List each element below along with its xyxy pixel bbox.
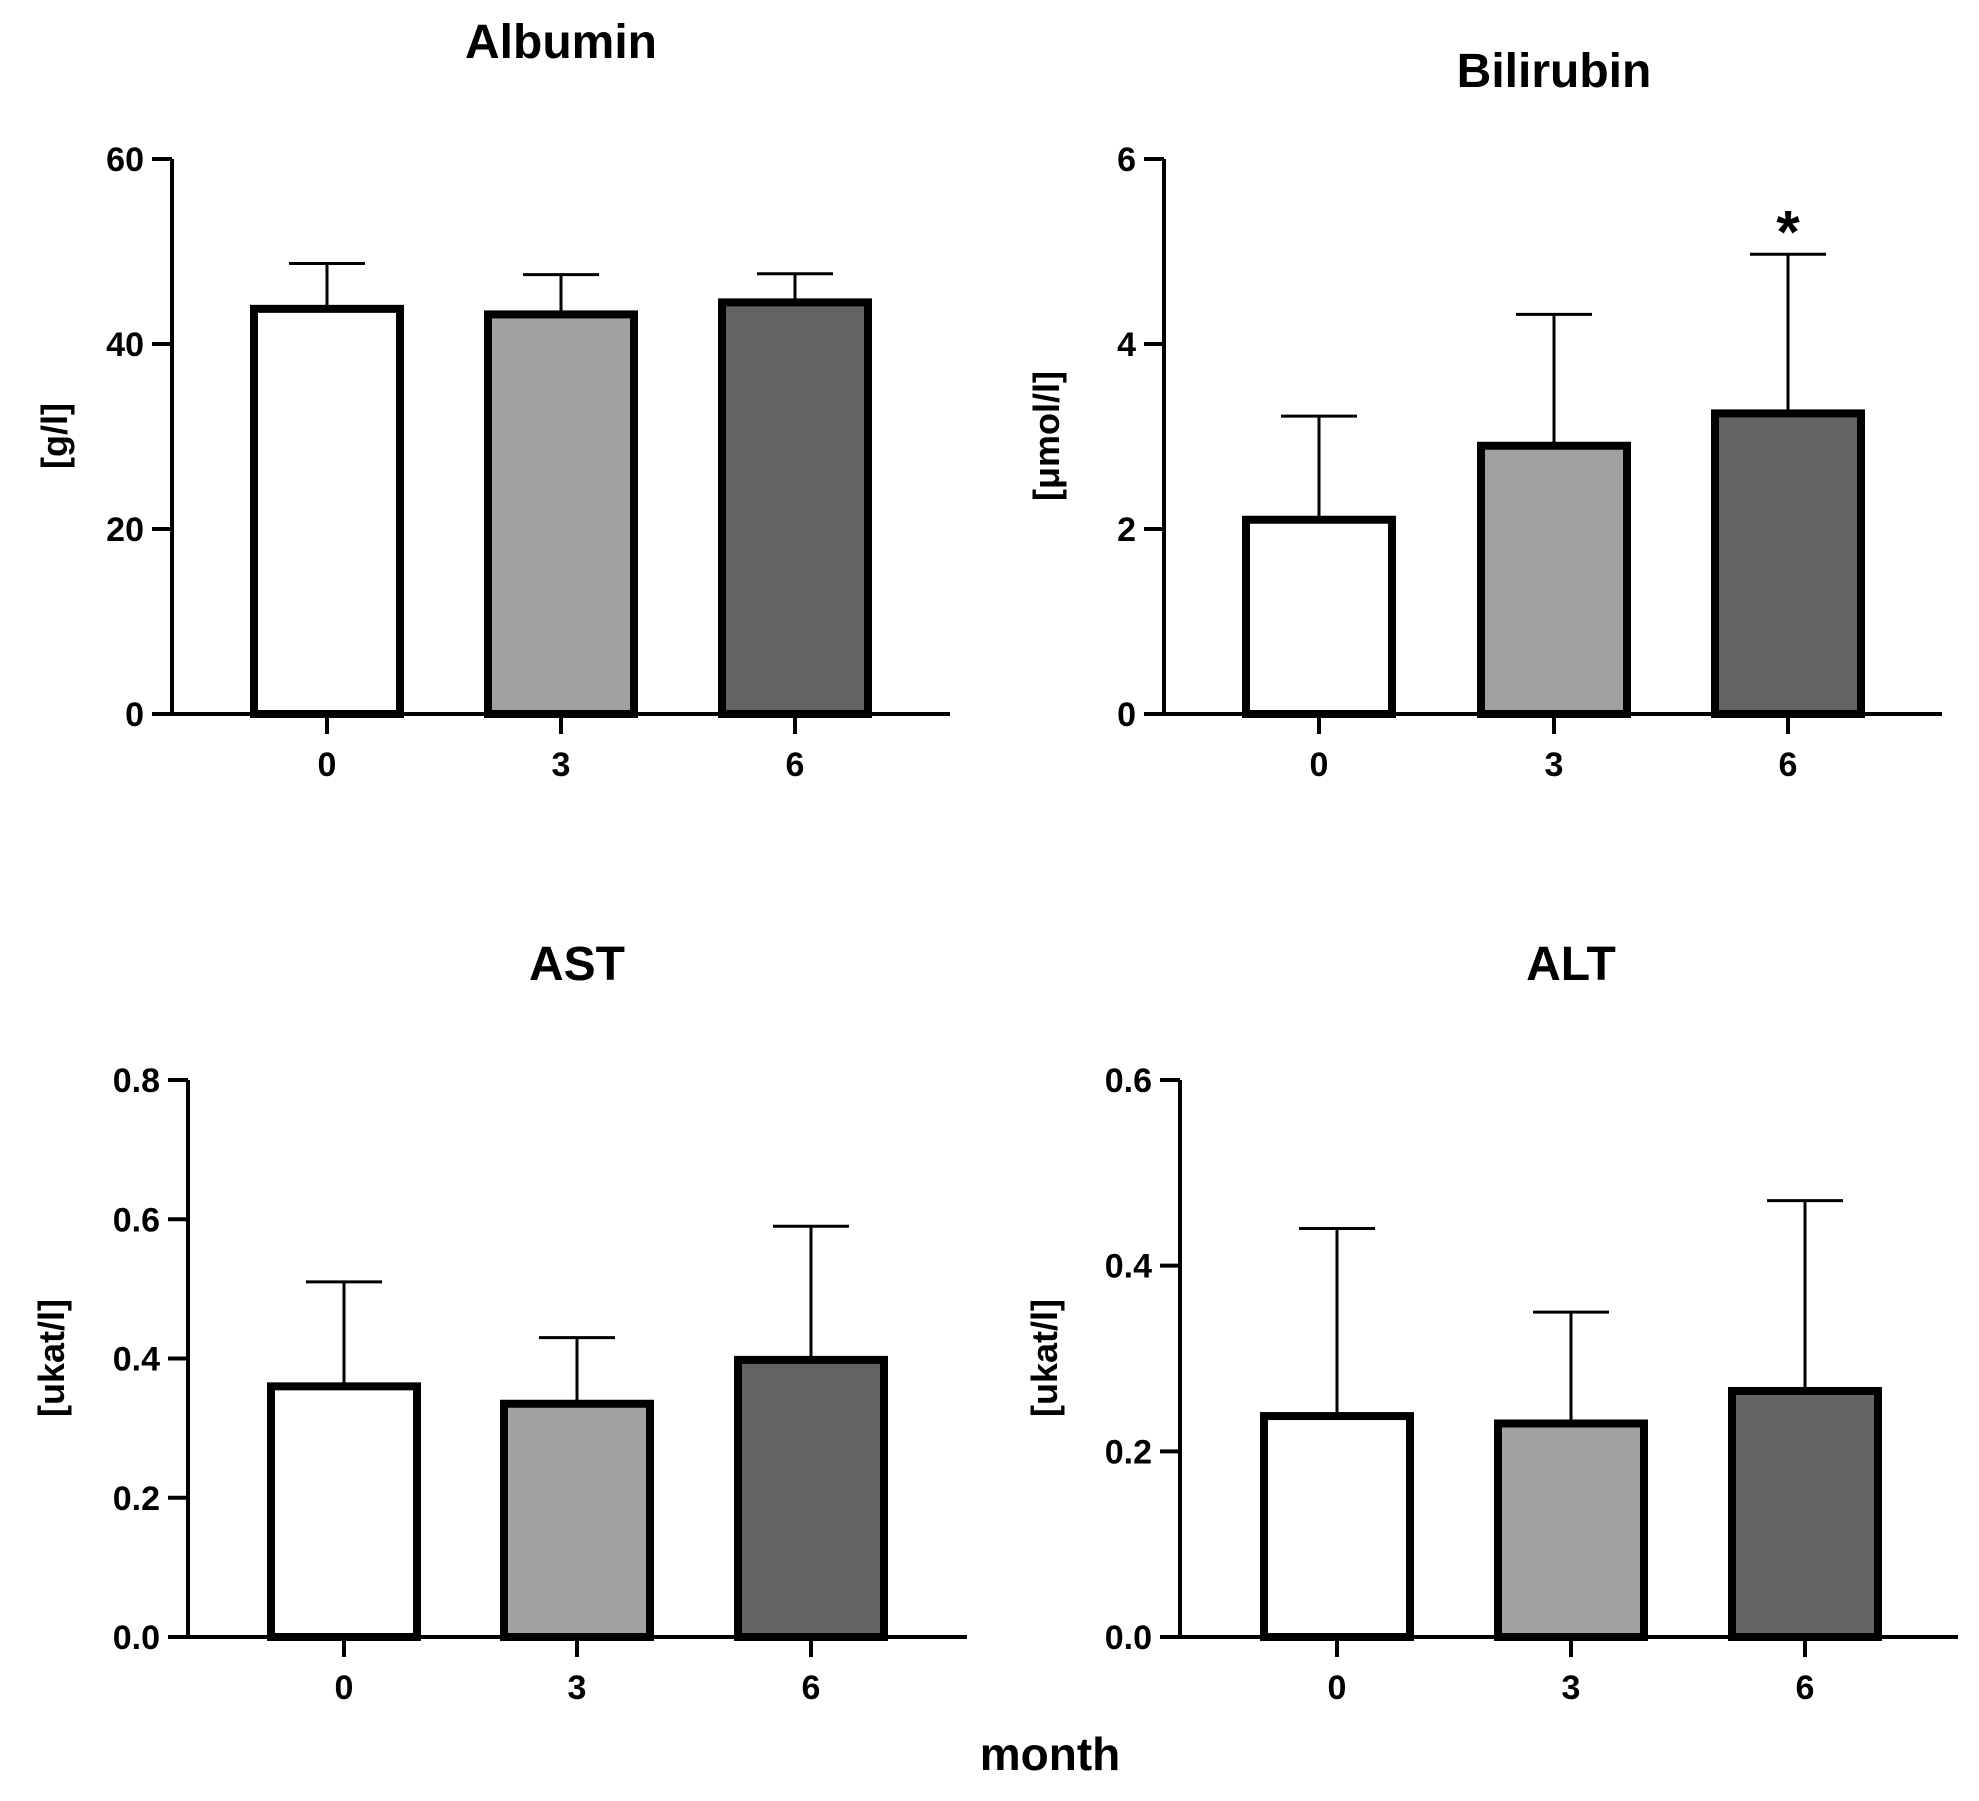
significance-marker: * <box>1776 198 1800 265</box>
bar-month-0 <box>267 1382 421 1641</box>
bar-month-3 <box>1494 1419 1648 1641</box>
panel-albumin: Albumin [g/l] 0 20 40 60 0 3 6 <box>34 16 950 784</box>
x-tick-label: 6 <box>802 1669 821 1707</box>
bar-month-3 <box>1477 441 1631 718</box>
bar-month-0 <box>250 304 404 718</box>
panel-ast: AST [ukat/l] 0.0 0.2 0.4 0.6 0.8 0 3 6 <box>31 938 967 1707</box>
y-tick-label: 40 <box>106 326 144 364</box>
bar-month-0 <box>1242 515 1396 718</box>
y-tick-label: 0.4 <box>113 1341 160 1379</box>
y-axis-label: [g/l] <box>34 403 75 469</box>
bar-month-6 <box>1728 1386 1882 1642</box>
panel-alt: ALT [ukat/l] 0.0 0.2 0.4 0.6 0 3 6 <box>1024 938 1958 1707</box>
y-tick-label: 0.0 <box>113 1619 160 1657</box>
y-axis-label: [ukat/l] <box>1024 1299 1065 1417</box>
y-tick-label: 0.4 <box>1105 1248 1152 1286</box>
y-tick-label: 60 <box>106 141 144 179</box>
x-tick-label: 6 <box>1796 1669 1815 1707</box>
y-tick-label: 20 <box>106 511 144 549</box>
y-tick-label: 0.0 <box>1105 1619 1152 1657</box>
y-tick-label: 0.2 <box>113 1480 160 1518</box>
shared-x-axis-label: month <box>980 1728 1121 1780</box>
chart-title: AST <box>529 938 625 991</box>
y-axis-label: [ukat/l] <box>31 1299 72 1417</box>
y-tick-label: 0.8 <box>113 1062 160 1100</box>
y-tick-label: 2 <box>1117 511 1136 549</box>
y-tick-label: 0.2 <box>1105 1433 1152 1471</box>
bar-month-3 <box>484 310 638 718</box>
y-tick-label: 0 <box>1117 696 1136 734</box>
x-tick-label: 3 <box>1562 1669 1581 1707</box>
panel-bilirubin: Bilirubin [μmol/l] * 0 2 4 6 0 3 6 <box>1026 45 1942 784</box>
chart-title: Bilirubin <box>1457 45 1652 98</box>
y-tick-label: 4 <box>1117 326 1136 364</box>
chart-title: ALT <box>1526 938 1616 991</box>
x-tick-label: 6 <box>786 746 805 784</box>
x-tick-label: 0 <box>335 1669 354 1707</box>
x-tick-label: 0 <box>1328 1669 1347 1707</box>
x-tick-label: 0 <box>1310 746 1329 784</box>
x-tick-label: 3 <box>1545 746 1564 784</box>
bar-month-6 <box>1711 409 1865 718</box>
bar-month-3 <box>500 1399 654 1641</box>
x-tick-label: 0 <box>318 746 337 784</box>
bar-month-6 <box>718 298 872 718</box>
y-tick-label: 0 <box>125 696 144 734</box>
bar-month-6 <box>734 1355 888 1641</box>
y-axis-label: [μmol/l] <box>1026 371 1067 501</box>
x-tick-label: 6 <box>1779 746 1798 784</box>
chart-title: Albumin <box>465 16 657 69</box>
x-tick-label: 3 <box>568 1669 587 1707</box>
bar-month-0 <box>1260 1412 1414 1641</box>
y-tick-label: 0.6 <box>113 1201 160 1239</box>
y-tick-label: 6 <box>1117 141 1136 179</box>
x-tick-label: 3 <box>552 746 571 784</box>
y-tick-label: 0.6 <box>1105 1062 1152 1100</box>
